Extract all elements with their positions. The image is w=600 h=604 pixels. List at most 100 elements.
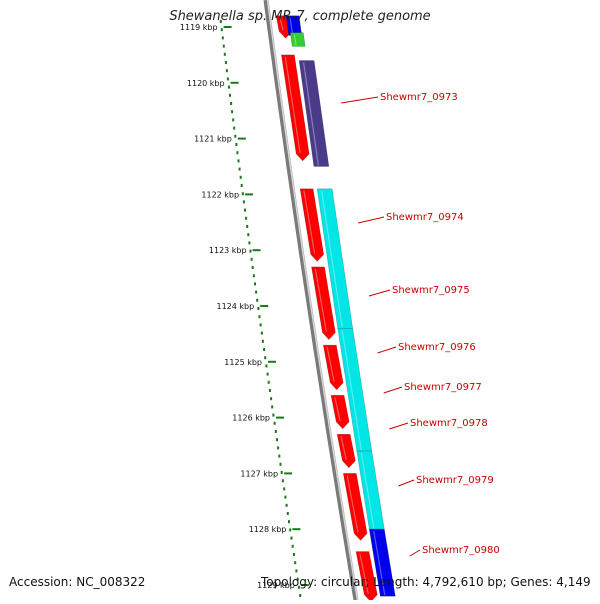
forward-cds-arrow-sheen	[326, 346, 335, 382]
ruler-dot	[279, 462, 282, 466]
gene-label-leader	[409, 549, 421, 557]
forward-cds-arrow	[342, 473, 368, 541]
gene-label[interactable]: Shewmr7_0975	[392, 285, 470, 296]
ruler-tick-label: 1119 kbp	[180, 23, 218, 32]
ruler-dot	[295, 569, 298, 573]
ruler-dot	[231, 110, 234, 114]
gene-labels: Shewmr7_0973 Shewmr7_0974 Shewmr7_0975 Shew…	[341, 92, 500, 557]
ruler-dot	[261, 339, 264, 343]
reverse-feature-blue-sheen	[289, 17, 294, 35]
gene-label[interactable]: Shewmr7_0980	[422, 545, 500, 556]
ruler-dot	[247, 233, 250, 237]
ruler-dot	[299, 594, 302, 597]
ruler-tick	[230, 81, 239, 84]
gene-label[interactable]: Shewmr7_0977	[404, 382, 482, 393]
ruler-dot	[291, 544, 294, 548]
ruler-dot	[242, 200, 245, 204]
gene-label-leader	[377, 346, 397, 354]
reverse-cds-block-sheen	[360, 453, 375, 529]
ruler-dot	[219, 20, 222, 23]
ruler-dot	[274, 430, 277, 433]
ruler-dot	[225, 69, 228, 73]
green-feature	[289, 32, 306, 47]
gene-label[interactable]: Shewmr7_0979	[416, 475, 494, 486]
ruler-dot	[223, 52, 226, 56]
ruler-dot	[257, 307, 260, 310]
ruler-dot	[285, 503, 288, 507]
ruler-dot	[264, 356, 267, 360]
ruler-dot	[265, 364, 268, 368]
ruler-dot	[284, 495, 287, 499]
gene-label[interactable]: Shewmr7_0978	[410, 418, 488, 429]
ruler-dot	[238, 167, 241, 171]
reverse-strand-track	[285, 15, 396, 597]
ruler-dot	[220, 28, 223, 32]
ruler-tick	[237, 137, 246, 140]
ruler-tick-label: 1127 kbp	[240, 469, 278, 478]
gene-label-leader	[358, 216, 385, 224]
forward-cds-arrow	[299, 188, 325, 262]
ruler-dot	[256, 298, 259, 302]
forward-cds-arrow-sheen	[279, 17, 284, 31]
ruler-tick	[260, 305, 269, 307]
ruler-dot	[280, 471, 283, 474]
ruler-dot	[248, 241, 251, 245]
ruler-tick	[268, 360, 276, 363]
forward-cds-arrow-sheen	[334, 397, 341, 421]
ruler-dot	[232, 118, 235, 122]
ruler-dot	[254, 282, 256, 286]
ruler-dot	[258, 315, 261, 319]
reverse-cds-block	[298, 60, 330, 167]
gene-label[interactable]: Shewmr7_0973	[380, 92, 458, 103]
reverse-cds-block-sheen	[341, 330, 362, 451]
ruler-dot	[237, 159, 240, 163]
ruler-tick-label: 1121 kbp	[194, 135, 232, 144]
ruler-dot	[289, 528, 292, 532]
ruler-dot	[281, 479, 284, 483]
ruler-dot	[292, 553, 295, 556]
forward-strand-track	[275, 15, 378, 603]
ruler-dot	[240, 184, 243, 187]
ruler-dot	[294, 561, 297, 565]
forward-cds-arrow	[330, 394, 350, 430]
ruler-tick	[284, 472, 293, 475]
reverse-cds-block-sheen	[303, 62, 319, 166]
genome-backbone	[263, 0, 359, 601]
ruler-dot	[277, 446, 280, 450]
ruler-dot	[260, 331, 263, 335]
kbp-ruler: 1119 kbp 1120 kbp 1121 kbp 1122 kbp 1123 kbp…	[180, 20, 309, 597]
ruler-dot	[230, 102, 233, 105]
gene-label-leader	[341, 96, 379, 104]
ruler-tick-label: 1122 kbp	[201, 190, 239, 199]
gene-label[interactable]: Shewmr7_0974	[386, 212, 464, 223]
ruler-tick	[292, 528, 301, 531]
genome-summary: Topology: circular; Length: 4,792,610 bp…	[261, 575, 591, 589]
forward-cds-arrow	[355, 551, 378, 603]
ruler-dot	[235, 143, 238, 146]
reverse-cds-block	[368, 528, 396, 597]
forward-cds-arrow	[322, 344, 344, 391]
ruler-dot	[273, 421, 276, 425]
ruler-dot	[226, 77, 229, 81]
ruler-tick-label: 1126 kbp	[232, 414, 270, 423]
ruler-dot	[255, 290, 258, 294]
backbone-highlight	[266, 0, 359, 601]
ruler-tick	[276, 416, 284, 419]
ruler-dot	[233, 126, 236, 130]
reverse-cds-block-sheen	[321, 190, 343, 328]
ruler-dot	[241, 192, 244, 196]
ruler-dot	[236, 151, 239, 155]
ruler-dot	[297, 585, 300, 589]
ruler-tick-label: 1125 kbp	[224, 358, 262, 367]
ruler-dot	[224, 61, 227, 64]
genome-title: Shewanella sp. MR-7, complete genome	[169, 9, 431, 24]
ruler-dot	[283, 487, 286, 491]
ruler-dot	[244, 208, 246, 212]
gene-label-leader	[389, 422, 409, 430]
forward-cds-arrow-sheen	[284, 56, 301, 153]
gene-label[interactable]: Shewmr7_0976	[398, 342, 476, 353]
ruler-dot	[266, 372, 269, 376]
ruler-dot	[221, 36, 224, 40]
ruler-dot	[252, 274, 255, 278]
